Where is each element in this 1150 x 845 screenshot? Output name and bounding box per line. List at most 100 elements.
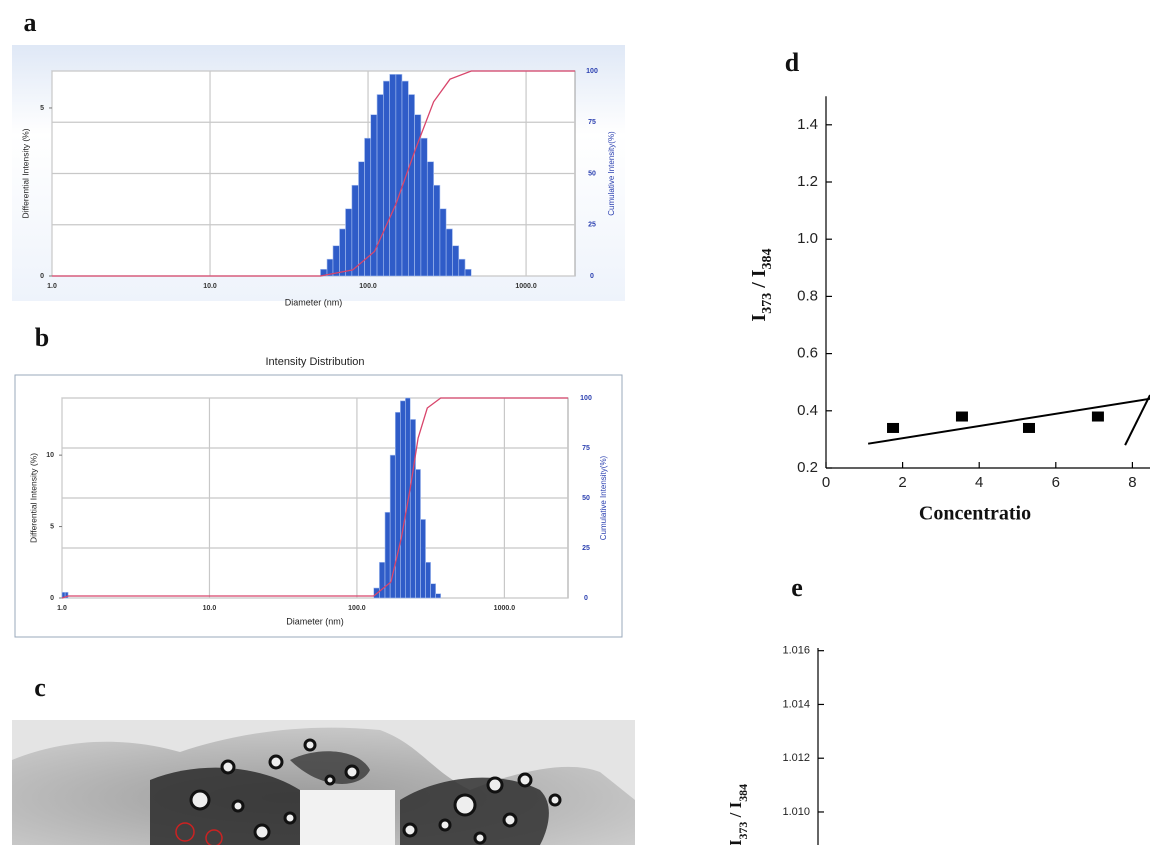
y-axis-label: Differential Intensity (%) — [20, 128, 30, 218]
x-axis-label: Diameter (nm) — [285, 297, 343, 307]
tem-image — [12, 720, 635, 845]
y-tick-label: 10 — [46, 452, 54, 459]
histogram-bar — [408, 94, 415, 277]
panel-label: a — [24, 8, 37, 37]
chart-title: Intensity Distribution — [265, 356, 364, 368]
y2-tick-label: 100 — [580, 395, 592, 402]
x-tick-label: 8 — [1128, 474, 1136, 491]
y-axis-label: Differential Intensity (%) — [28, 453, 38, 543]
y-axis-label-part: 373 — [760, 293, 775, 314]
y-tick-label: 1.010 — [782, 806, 810, 818]
histogram-bar — [435, 593, 442, 599]
histogram-bar — [430, 583, 436, 599]
y-tick-label: 1.2 — [797, 173, 818, 190]
y-tick-label: 1.014 — [782, 698, 810, 710]
y-tick-label: 1.0 — [797, 230, 818, 247]
histogram-bar — [351, 184, 359, 277]
x-tick-label: 1.0 — [57, 605, 67, 612]
histogram-bar — [433, 184, 441, 277]
panel-label: d — [785, 48, 800, 77]
y-axis-label-part: / I — [726, 801, 745, 821]
histogram-bar — [379, 561, 386, 599]
y-axis-label-part: I — [726, 839, 745, 845]
y-tick-label: 0.4 — [797, 402, 818, 419]
histogram-bar — [439, 208, 447, 277]
cumulative-line — [52, 70, 575, 277]
y-axis-label-part: 384 — [760, 248, 775, 269]
panel-label: e — [791, 573, 803, 602]
y-tick-label: 0.6 — [797, 345, 818, 362]
y-axis-label-part: I — [748, 314, 770, 322]
y-axis-label: I373 / I384 — [748, 248, 775, 321]
x-tick-label: 100.0 — [359, 283, 377, 290]
y-tick-label: 0.8 — [797, 287, 818, 304]
y-tick-label: 0 — [40, 273, 44, 280]
histogram-bar — [420, 137, 428, 277]
y2-tick-label: 25 — [588, 222, 596, 229]
cumulative-line — [61, 397, 568, 599]
y2-tick-label: 0 — [584, 595, 588, 602]
panel-label: c — [34, 673, 46, 702]
x-tick-label: 1.0 — [47, 283, 57, 290]
y-tick-label: 1.4 — [797, 116, 818, 133]
y2-tick-label: 0 — [590, 273, 594, 280]
y2-tick-label: 25 — [582, 545, 590, 552]
y2-tick-label: 75 — [582, 445, 590, 452]
x-tick-label: 10.0 — [203, 605, 217, 612]
panel-label: b — [35, 323, 49, 352]
y2-axis-label: Cumulative Intensity(%) — [599, 455, 608, 540]
histogram-bar — [383, 80, 390, 277]
y-tick-label: 5 — [50, 523, 54, 530]
data-point — [887, 422, 900, 433]
histogram-bar — [405, 397, 411, 599]
histogram-bar — [400, 400, 406, 599]
x-axis-label: Diameter (nm) — [286, 616, 344, 626]
y2-tick-label: 50 — [588, 170, 596, 177]
y-tick-label: 5 — [40, 105, 44, 112]
x-tick-label: 2 — [898, 474, 906, 491]
histogram-bar — [345, 208, 353, 277]
histogram-bar — [458, 258, 466, 277]
x-tick-label: 4 — [975, 474, 983, 491]
histogram-bar — [409, 419, 416, 599]
y-axis-label: I373 / I384 — [726, 784, 750, 845]
y-axis-label-part: 384 — [736, 784, 750, 802]
histogram-bar — [64, 591, 69, 599]
y2-tick-label: 75 — [588, 119, 596, 126]
histogram-bar — [452, 245, 460, 277]
y-tick-label: 1.012 — [782, 752, 810, 764]
histogram-bar — [339, 228, 346, 277]
fit-line — [1124, 394, 1150, 446]
data-point — [955, 411, 968, 422]
histogram-bar — [332, 245, 340, 277]
histogram-bar — [464, 268, 472, 277]
x-tick-label: 1000.0 — [494, 605, 516, 612]
histogram-bar — [389, 74, 397, 277]
y2-tick-label: 50 — [582, 495, 590, 502]
histogram-bar — [394, 411, 401, 599]
y-axis-label-part: / I — [748, 269, 770, 293]
histogram-bar — [420, 519, 426, 599]
histogram-bar — [358, 161, 365, 277]
data-point — [1022, 422, 1035, 433]
x-axis-label: Concentratio — [919, 503, 1031, 525]
x-tick-label: 1000.0 — [515, 283, 537, 290]
data-point — [1091, 411, 1104, 422]
fit-line — [867, 397, 1150, 445]
histogram-bar — [415, 469, 421, 599]
y-tick-label: 1.016 — [782, 645, 810, 657]
x-tick-label: 0 — [822, 474, 830, 491]
y-tick-label: 0 — [50, 595, 54, 602]
x-tick-label: 10.0 — [203, 283, 217, 290]
histogram-bar — [425, 561, 431, 599]
y-axis-label-part: 373 — [736, 822, 750, 840]
y2-tick-label: 100 — [586, 68, 598, 75]
x-tick-label: 100.0 — [348, 605, 366, 612]
y-tick-label: 0.2 — [797, 459, 818, 476]
histogram-bar — [445, 228, 453, 277]
histogram-bar — [395, 74, 403, 277]
histogram-bar — [376, 94, 384, 277]
x-tick-label: 6 — [1052, 474, 1060, 491]
